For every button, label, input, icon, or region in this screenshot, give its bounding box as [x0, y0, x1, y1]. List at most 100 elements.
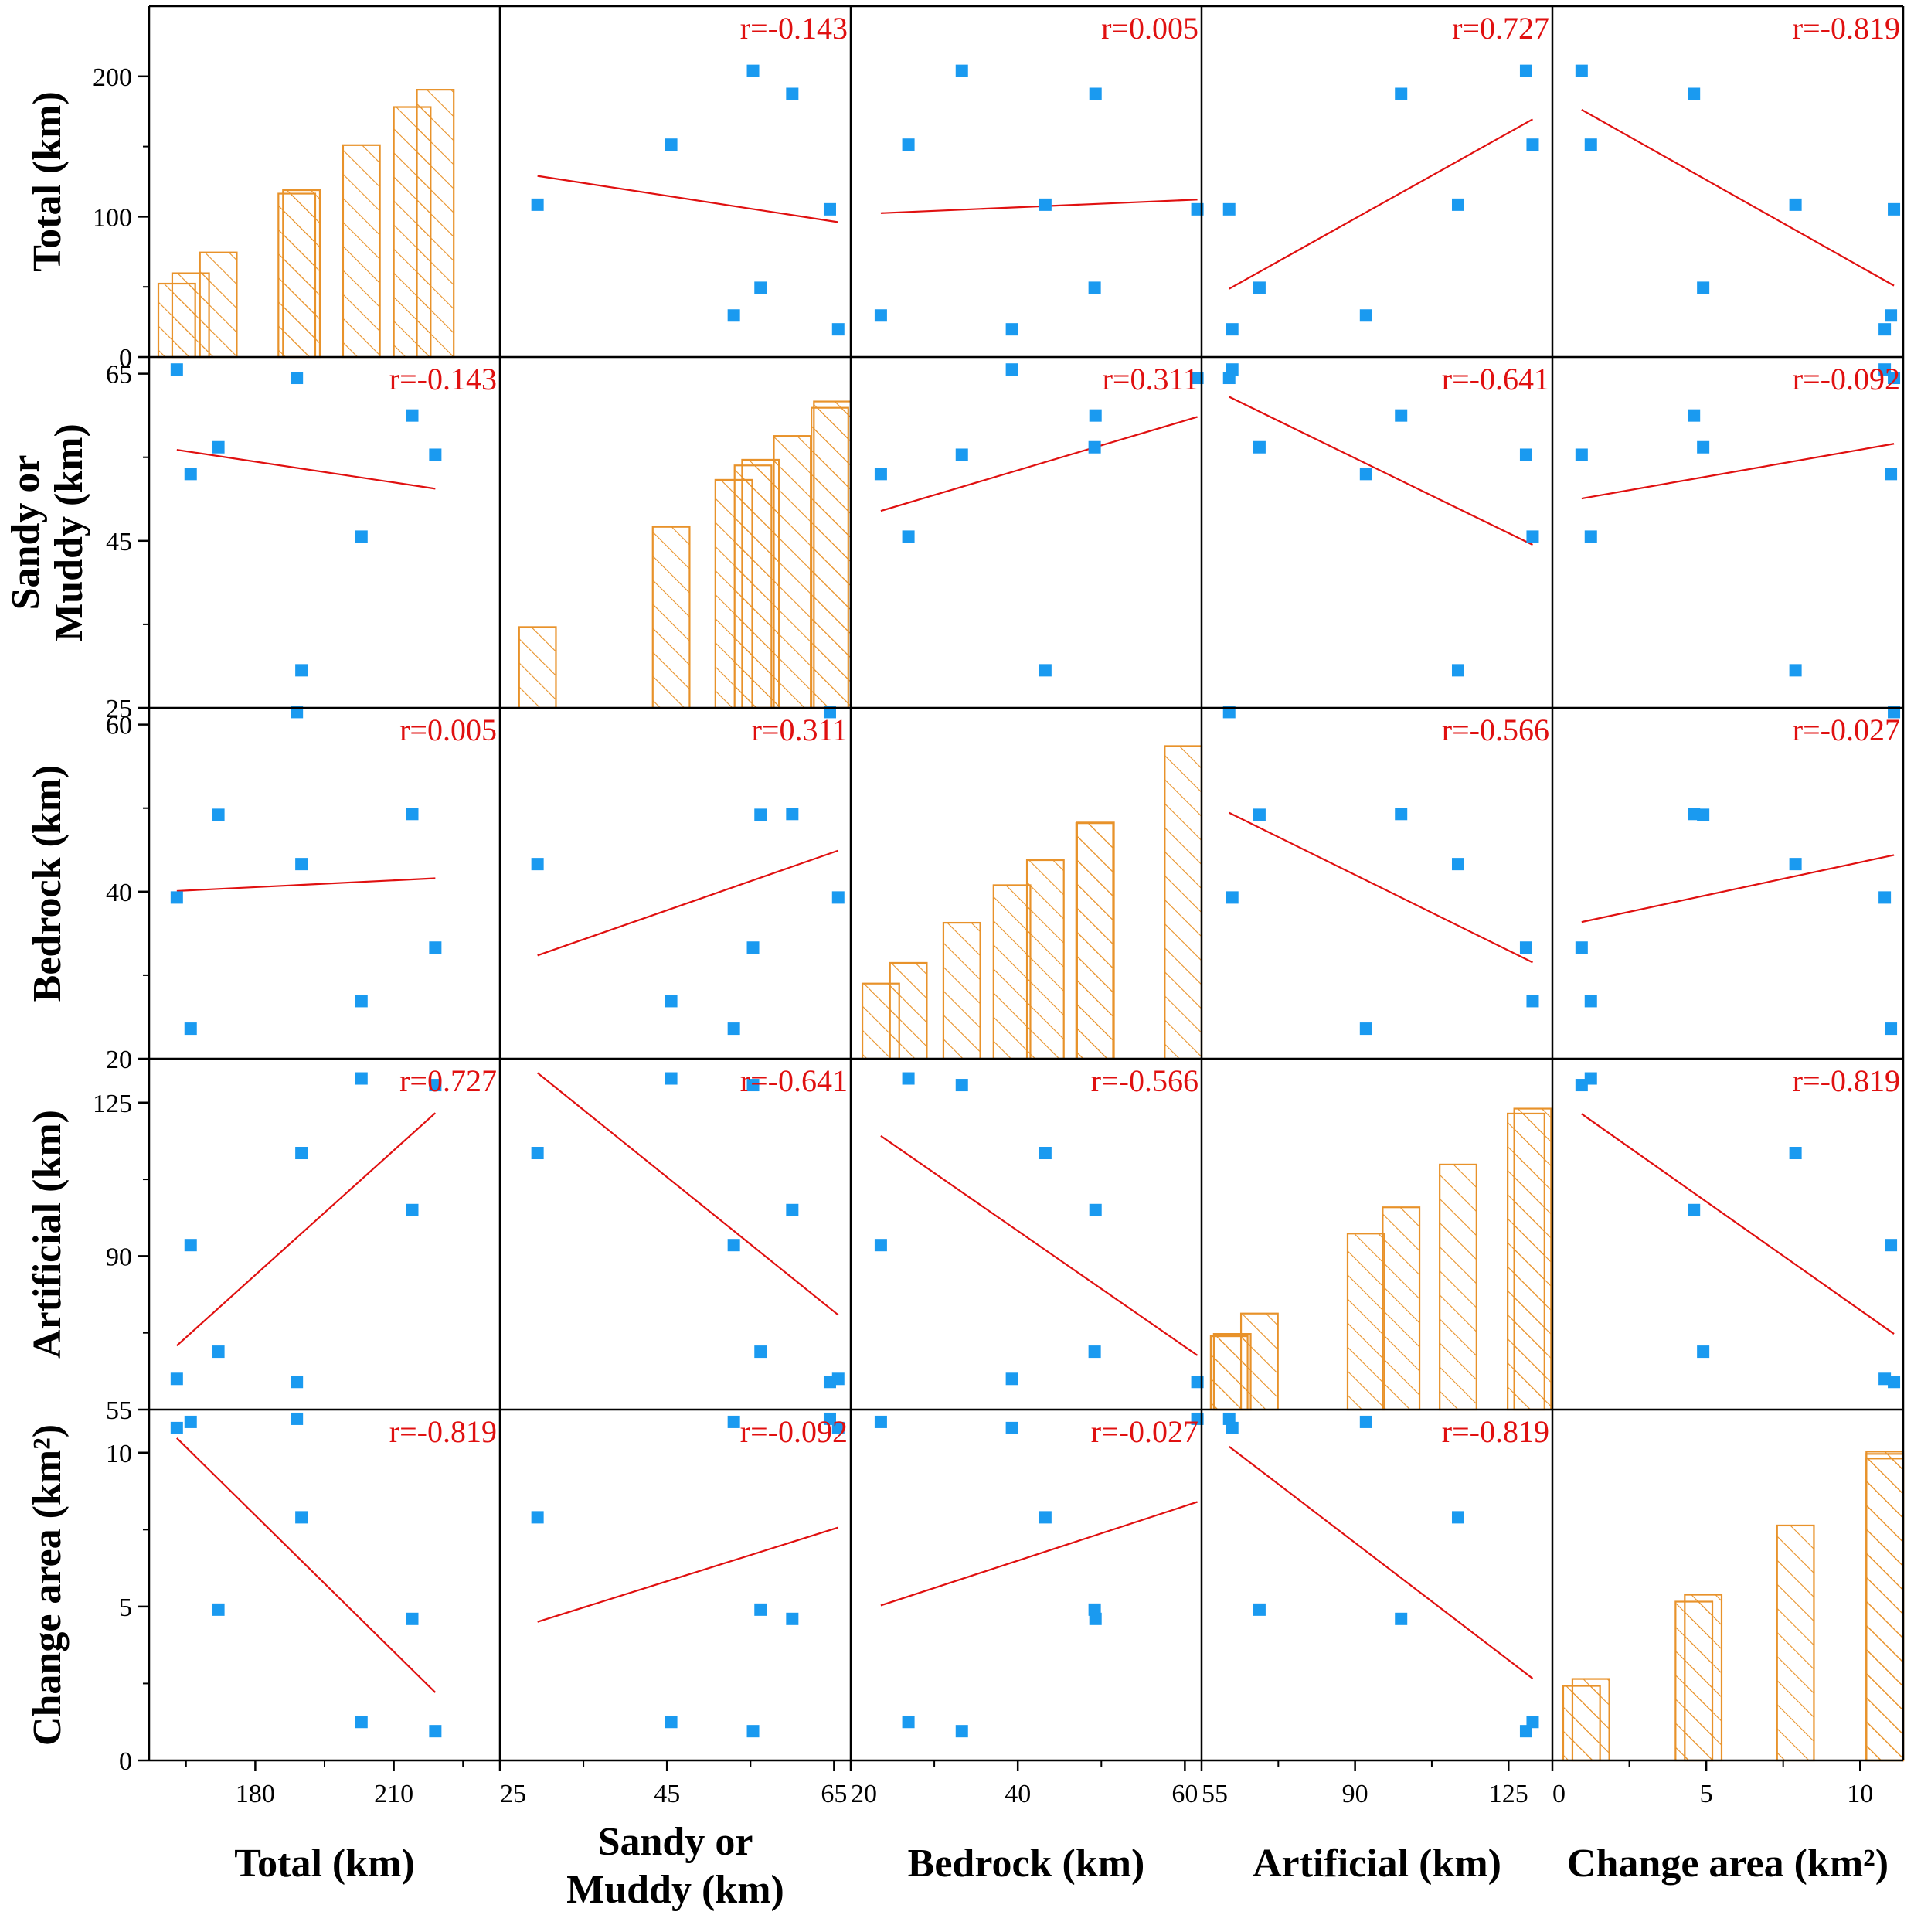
data-point: [1359, 468, 1372, 481]
y-tick-label: 65: [106, 361, 132, 389]
data-point: [823, 1412, 836, 1425]
data-point: [1575, 448, 1588, 461]
data-point: [1039, 198, 1052, 211]
x-axis-title-artificial: Artificial (km): [1253, 1842, 1501, 1886]
data-point: [295, 664, 308, 677]
data-point: [1789, 858, 1802, 871]
x-tick-label: 125: [1489, 1780, 1528, 1808]
data-point: [291, 1412, 304, 1425]
correlation-label: r=-0.143: [740, 11, 848, 46]
data-point: [823, 706, 836, 719]
data-point: [1253, 440, 1266, 454]
correlation-label: r=-0.819: [1793, 11, 1900, 46]
histogram-bar: [1025, 859, 1065, 1060]
data-point: [1789, 1147, 1802, 1160]
data-point: [1878, 323, 1892, 336]
data-point: [1789, 664, 1802, 677]
correlation-label: r=-0.819: [1442, 1414, 1549, 1449]
histogram-bar: [416, 89, 455, 359]
correlation-label: r=-0.027: [1091, 1414, 1198, 1449]
data-point: [291, 1376, 304, 1389]
data-point: [1005, 1372, 1018, 1386]
data-point: [184, 1022, 197, 1036]
data-point: [1885, 468, 1898, 481]
x-tick-label: 55: [1202, 1780, 1228, 1808]
fit-line: [176, 449, 436, 490]
fit-line: [880, 199, 1198, 214]
data-point: [1451, 664, 1464, 677]
panel-total-vs-bedrock: r=0.005: [874, 11, 1204, 336]
data-point: [902, 530, 915, 543]
data-point: [406, 808, 419, 821]
panel-sandy-vs-sandy: [518, 400, 852, 709]
data-point: [955, 448, 968, 461]
data-point: [746, 1079, 760, 1092]
data-point: [754, 1345, 767, 1359]
data-point: [786, 808, 799, 821]
data-point: [727, 1415, 740, 1428]
fit-line: [1581, 854, 1895, 923]
data-point: [1885, 1022, 1898, 1036]
x-axis-title-bedrock: Bedrock (km): [908, 1842, 1145, 1886]
fit-line: [1229, 1445, 1534, 1679]
data-point: [1359, 1415, 1372, 1428]
data-point: [902, 1716, 915, 1729]
x-tick-label: 180: [236, 1780, 275, 1808]
fit-line: [1229, 396, 1533, 546]
data-point: [1191, 1376, 1204, 1389]
histogram-bar: [1382, 1206, 1421, 1411]
correlation-label: r=0.727: [399, 1063, 497, 1098]
data-point: [1039, 664, 1052, 677]
data-point: [170, 1421, 183, 1434]
x-axis-title-total: Total (km): [234, 1842, 415, 1886]
data-point: [1885, 309, 1898, 322]
panel-bedrock-vs-bedrock: [861, 745, 1203, 1060]
panel-change_area-vs-change_area: [1562, 1451, 1905, 1762]
data-point: [874, 1415, 887, 1428]
data-point: [1584, 995, 1597, 1008]
data-point: [727, 309, 740, 322]
data-point: [1088, 281, 1101, 294]
data-point: [1005, 1421, 1018, 1434]
data-point: [1888, 202, 1901, 216]
x-tick-label: 25: [500, 1780, 526, 1808]
data-point: [1451, 198, 1464, 211]
y-tick-label: 25: [106, 695, 132, 723]
data-point: [531, 1511, 544, 1524]
data-point: [1191, 1412, 1204, 1425]
fit-line: [1581, 1113, 1895, 1335]
data-point: [955, 64, 968, 77]
y-axis-title-sandy: Muddy (km): [47, 423, 91, 641]
data-point: [1584, 530, 1597, 543]
y-tick-label: 90: [106, 1243, 132, 1271]
correlation-label: r=-0.566: [1442, 713, 1549, 747]
x-tick-label: 5: [1700, 1780, 1713, 1808]
panel-bedrock-vs-artificial: r=-0.566: [1222, 706, 1549, 1036]
panel-artificial-vs-total: r=0.727: [170, 1063, 497, 1389]
data-point: [1584, 138, 1597, 151]
panel-total-vs-change_area: r=-0.819: [1575, 11, 1901, 336]
data-point: [1697, 281, 1710, 294]
data-point: [406, 1203, 419, 1216]
data-point: [1575, 941, 1588, 954]
x-axis-title-sandy: Sandy or: [598, 1820, 753, 1864]
fit-line: [880, 1134, 1198, 1356]
data-point: [1253, 808, 1266, 821]
correlation-label: r=-0.143: [389, 362, 497, 396]
fit-line: [1229, 118, 1533, 290]
data-point: [874, 1239, 887, 1252]
data-point: [665, 138, 678, 151]
data-point: [665, 995, 678, 1008]
y-tick-label: 60: [106, 712, 132, 740]
data-point: [1222, 1412, 1236, 1425]
data-point: [823, 1376, 836, 1389]
data-point: [1253, 281, 1266, 294]
data-point: [1359, 309, 1372, 322]
y-tick-label: 0: [119, 344, 132, 372]
fit-line: [176, 1437, 437, 1693]
data-point: [212, 440, 225, 454]
data-point: [1519, 1725, 1532, 1738]
panel-artificial-vs-sandy: r=-0.641: [531, 1063, 848, 1389]
fit-line: [537, 849, 839, 957]
data-point: [754, 281, 767, 294]
